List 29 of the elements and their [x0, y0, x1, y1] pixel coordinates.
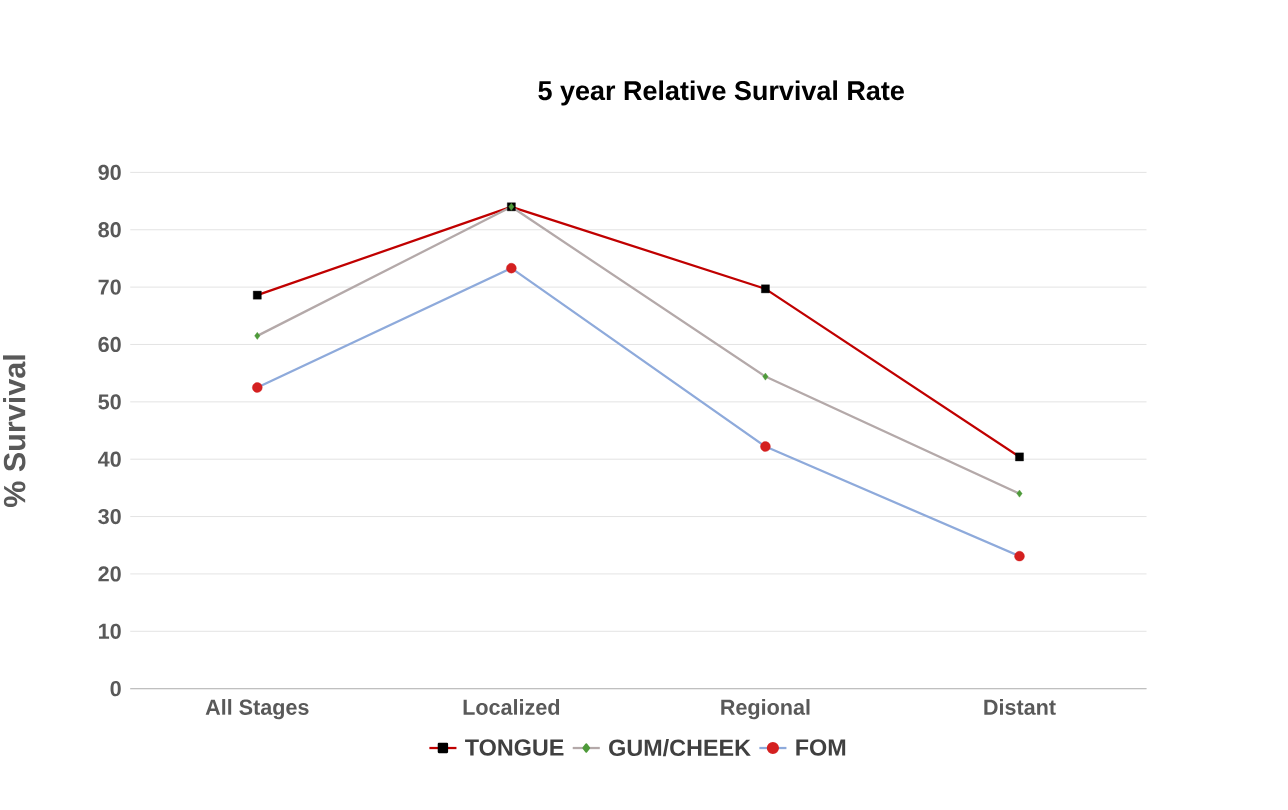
x-tick-label: Localized — [463, 698, 560, 715]
y-tick-label: 70 — [98, 279, 121, 295]
y-tick-label: 60 — [98, 336, 121, 352]
point — [760, 441, 771, 452]
x-tick-label: All Stages — [205, 698, 309, 720]
legend-label: FOM — [796, 738, 846, 756]
legend-label: GUM/CHEEK — [609, 738, 751, 757]
y-axis-title: % Survival — [3, 355, 26, 507]
point — [1015, 452, 1024, 461]
y-tick-label: 30 — [98, 508, 121, 524]
y-tick-label: 40 — [97, 451, 121, 467]
point — [252, 382, 263, 393]
y-tick-label: 0 — [110, 680, 121, 697]
x-tick-label: Distant — [984, 698, 1056, 715]
y-tick-label: 50 — [98, 393, 121, 410]
y-tick-label: 20 — [98, 566, 121, 582]
x-tick-label: Regional — [721, 698, 810, 720]
point — [762, 372, 769, 381]
y-tick-label: 80 — [98, 221, 121, 238]
point — [506, 262, 517, 274]
y-tick-label: 90 — [98, 164, 121, 180]
chart-title: 5 year Relative Survival Rate — [538, 80, 904, 106]
point — [254, 331, 261, 340]
point — [1016, 489, 1023, 498]
point — [1014, 550, 1025, 562]
point — [761, 284, 770, 293]
point — [253, 290, 262, 300]
legend-label: TONGUE — [465, 738, 564, 756]
y-tick-label: 10 — [99, 623, 121, 639]
